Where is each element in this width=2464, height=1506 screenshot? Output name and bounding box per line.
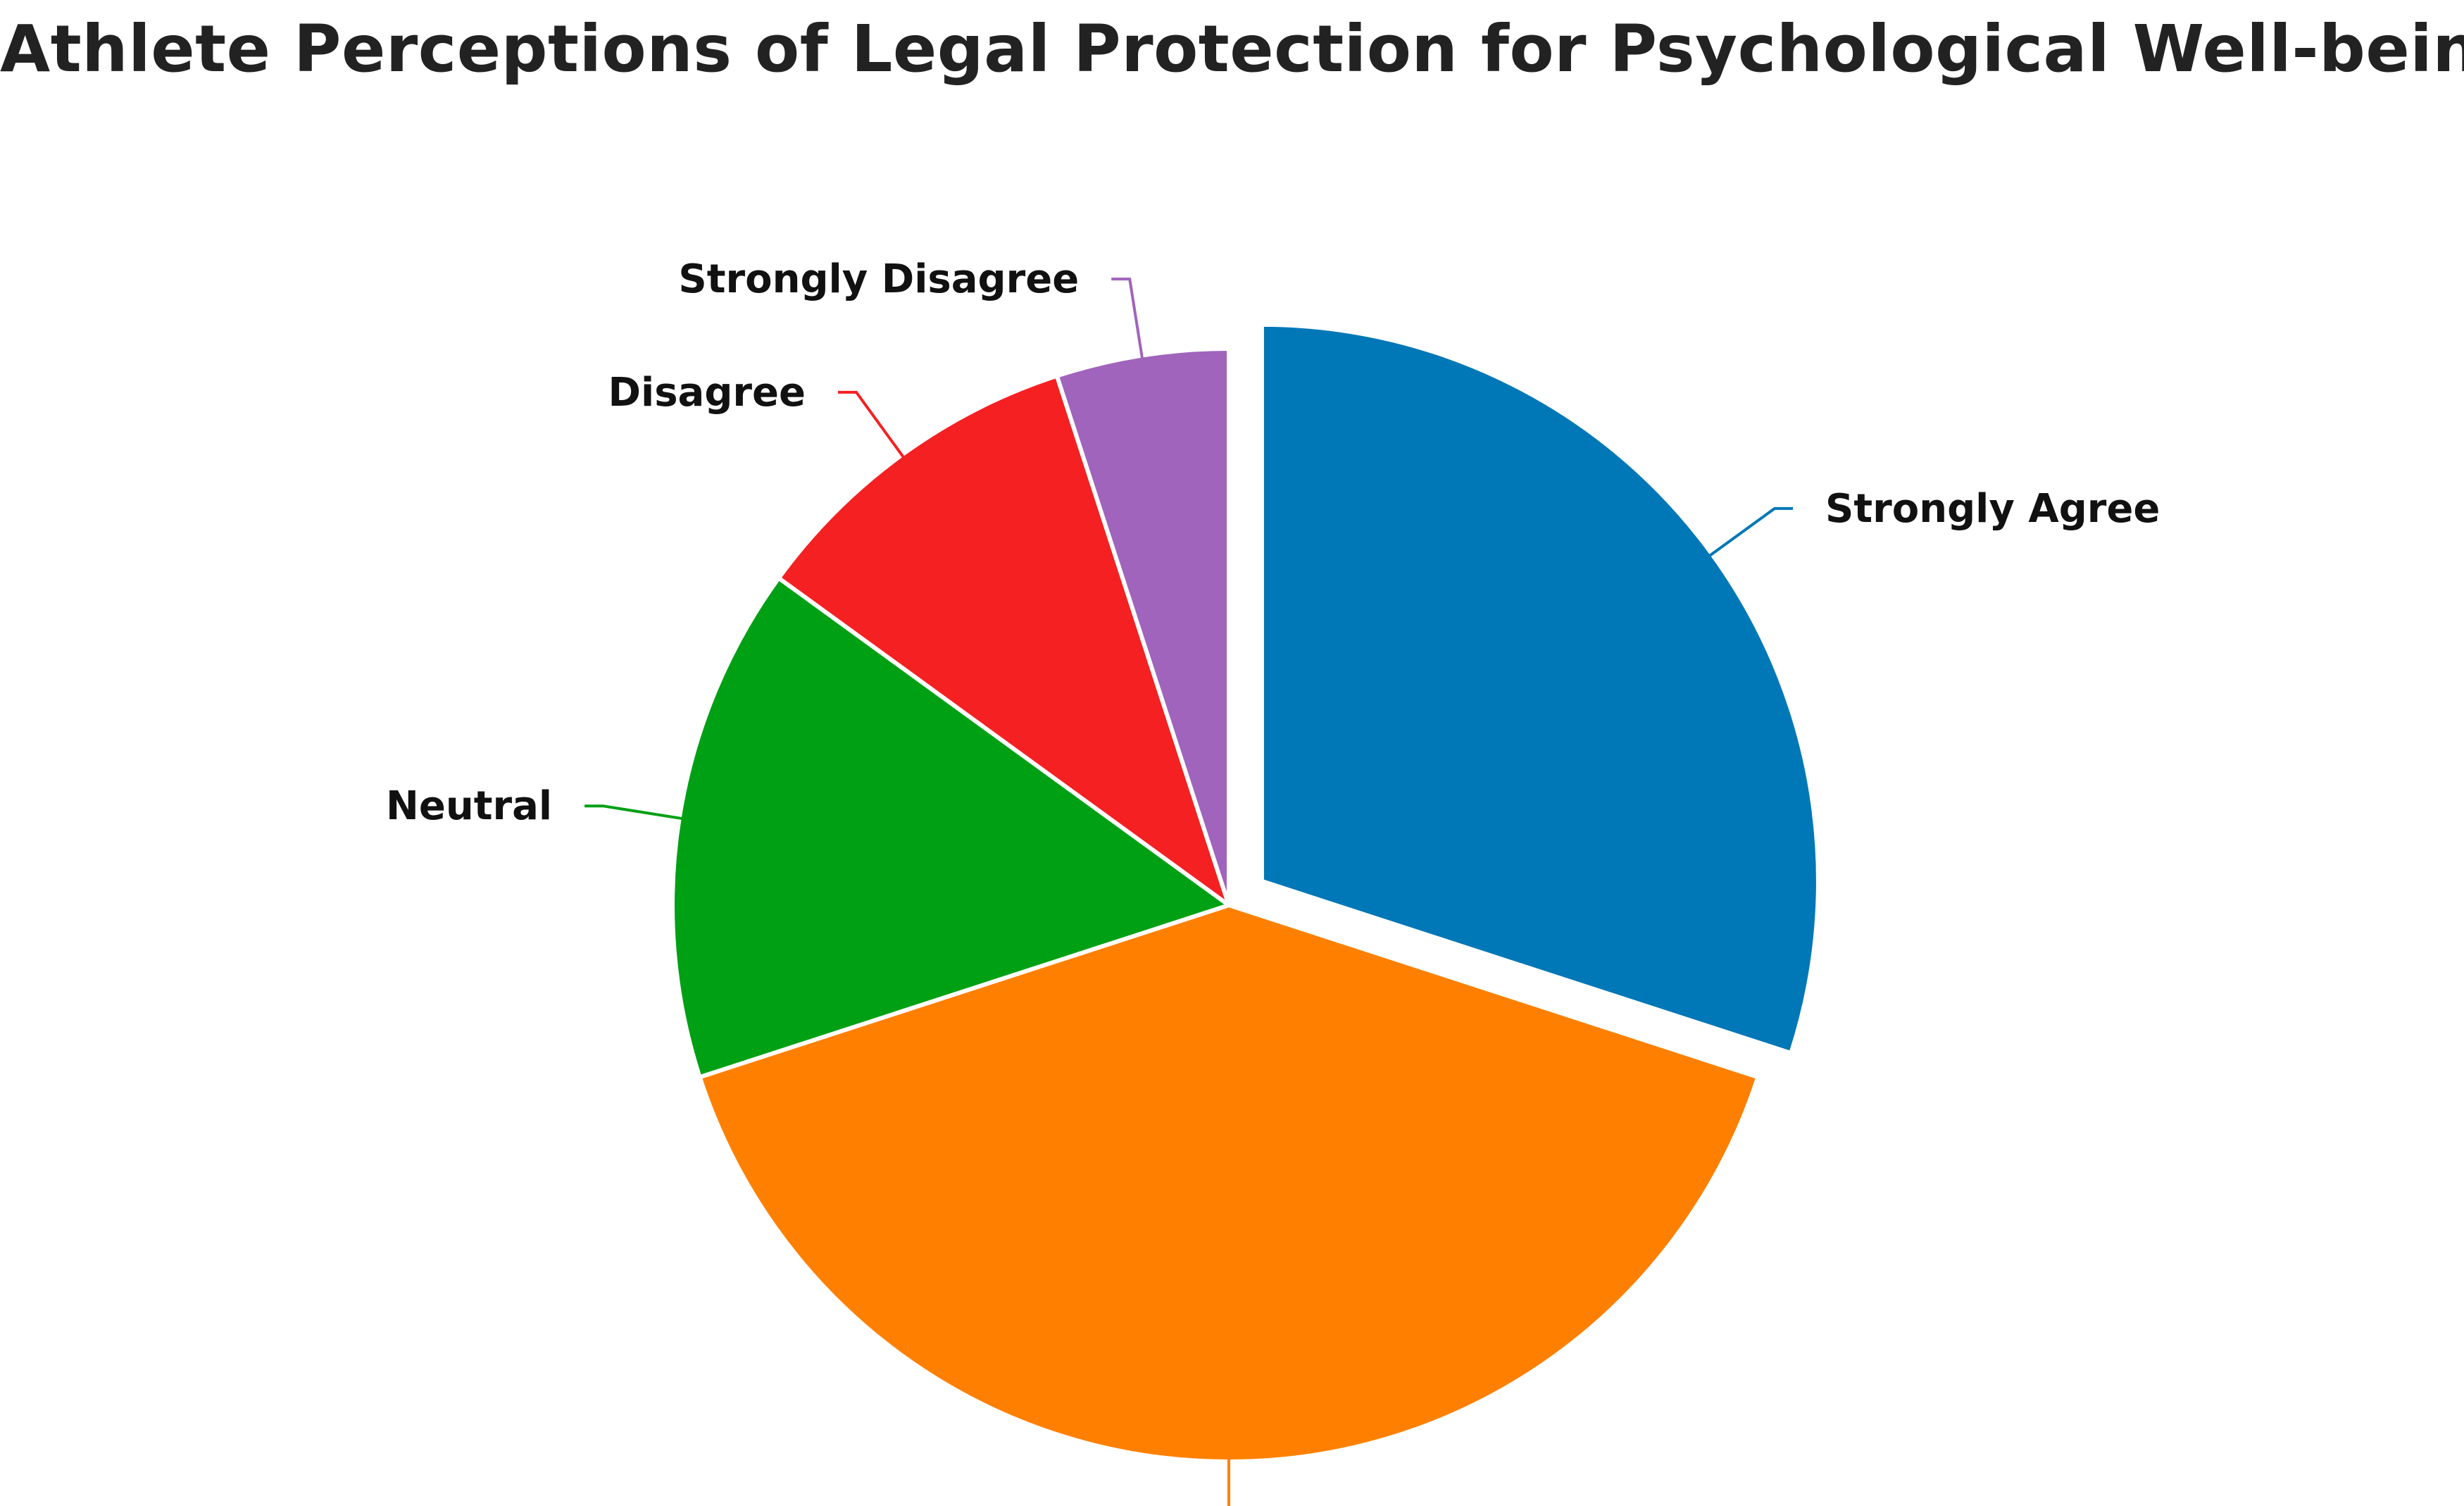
slice-label-strongly-agree: Strongly Agree [1825, 486, 2160, 532]
slice-label-neutral: Neutral [386, 783, 552, 829]
slice-labels: Strongly AgreeAgreeNeutralDisagreeStrong… [386, 256, 2160, 829]
leader-line-strongly-agree [1708, 506, 1794, 557]
label-leader-lines [584, 278, 1794, 1506]
slice-label-disagree: Disagree [608, 370, 806, 416]
pie-slices [670, 322, 1820, 1464]
chart-title: Athlete Perceptions of Legal Protection … [0, 11, 2464, 87]
leader-line-strongly-disagree [1111, 278, 1144, 359]
slice-label-strongly-disagree: Strongly Disagree [678, 256, 1079, 302]
leader-line-disagree [837, 390, 905, 459]
leader-line-agree [1227, 1459, 1230, 1506]
leader-line-neutral [584, 804, 682, 821]
